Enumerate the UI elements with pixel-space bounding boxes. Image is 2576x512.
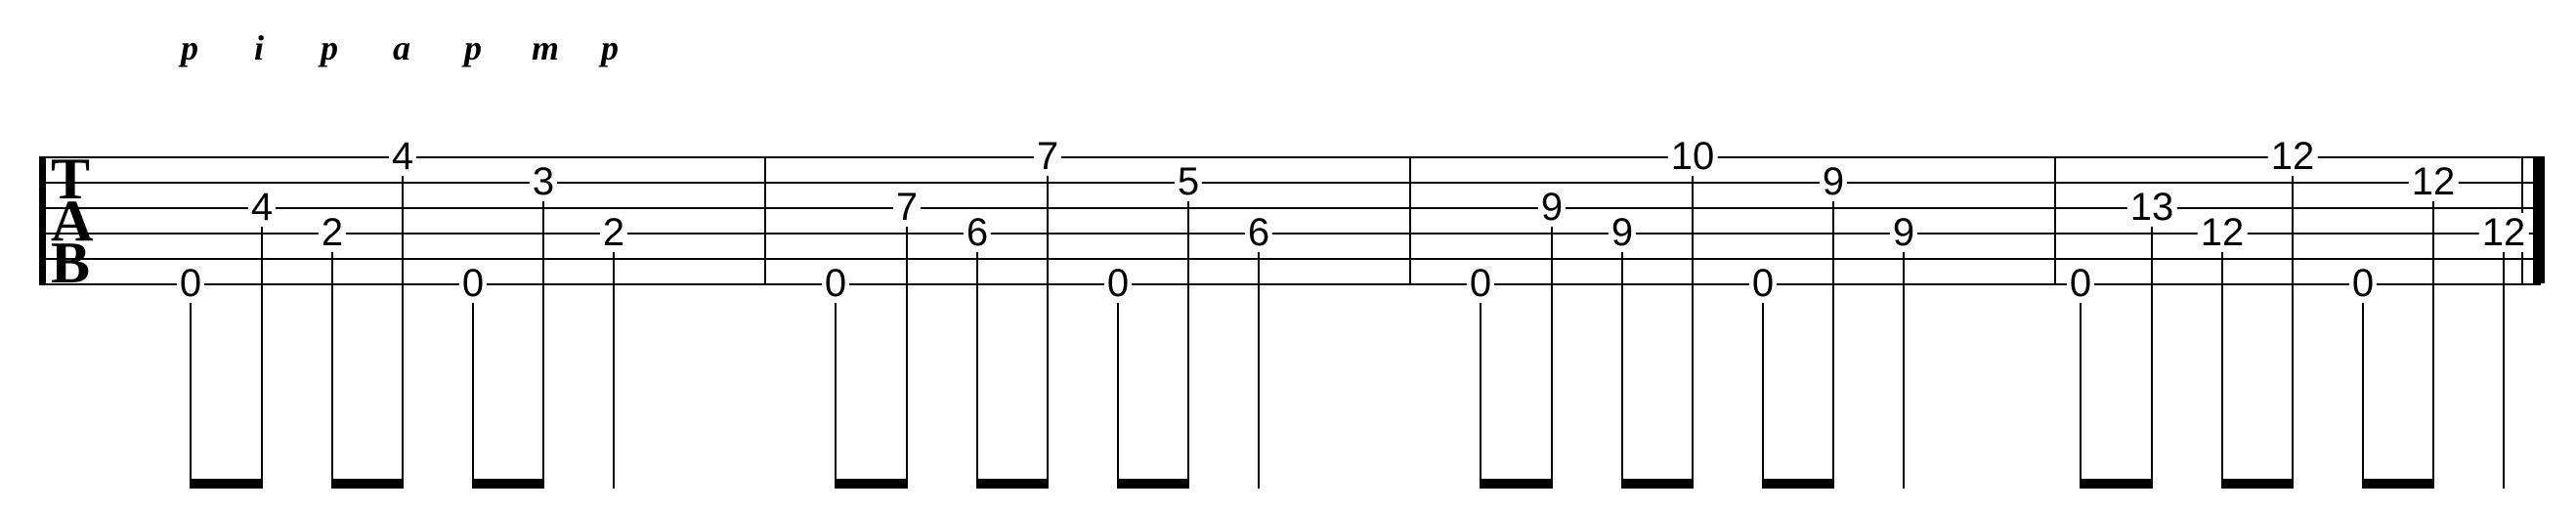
note-stem: [976, 246, 978, 489]
staff-line: [39, 258, 2541, 260]
barline: [2054, 156, 2056, 283]
fret-number: 0: [1104, 264, 1132, 303]
staff-line: [39, 182, 2541, 184]
note-stem: [1621, 246, 1623, 489]
fingering-indicator: m: [532, 27, 559, 68]
barline: [764, 156, 766, 283]
fret-number: 10: [1668, 137, 1718, 176]
note-stem: [1762, 297, 1764, 489]
beam: [2080, 479, 2153, 489]
note-stem: [906, 221, 908, 489]
note-stem: [1551, 221, 1553, 489]
note-stem: [1117, 297, 1119, 489]
note-stem: [2080, 297, 2082, 489]
barline: [2533, 156, 2545, 283]
fret-number: 4: [248, 188, 276, 227]
note-stem: [1047, 170, 1049, 489]
fret-number: 9: [1820, 162, 1847, 201]
note-stem: [1903, 246, 1905, 489]
fret-number: 0: [822, 264, 849, 303]
fret-number: 7: [893, 188, 921, 227]
note-stem: [2221, 246, 2223, 489]
fret-number: 0: [1467, 264, 1494, 303]
fret-number: 2: [600, 213, 627, 252]
barline: [39, 156, 46, 283]
fingering-indicator: p: [464, 27, 482, 68]
beam: [1762, 479, 1834, 489]
barline: [1409, 156, 1411, 283]
note-stem: [331, 246, 333, 489]
note-stem: [472, 297, 474, 489]
fret-number: 6: [1245, 213, 1272, 252]
fret-number: 6: [964, 213, 991, 252]
note-stem: [2362, 297, 2364, 489]
beam: [331, 479, 404, 489]
beam: [1480, 479, 1553, 489]
fret-number: 12: [2409, 162, 2459, 201]
staff-line: [39, 283, 2541, 285]
fret-number: 0: [459, 264, 487, 303]
fret-number: 12: [2479, 213, 2529, 252]
beam: [190, 479, 263, 489]
note-stem: [2432, 195, 2434, 489]
fingering-indicator: a: [393, 27, 410, 68]
note-stem: [2503, 246, 2505, 489]
note-stem: [1258, 246, 1260, 489]
fingering-indicator: i: [254, 27, 264, 68]
note-stem: [613, 246, 615, 489]
fingering-indicator: p: [321, 27, 338, 68]
note-stem: [1692, 170, 1694, 489]
fret-number: 9: [1609, 213, 1636, 252]
fret-number: 12: [2198, 213, 2248, 252]
note-stem: [190, 297, 192, 489]
beam: [2362, 479, 2434, 489]
fret-number: 0: [2067, 264, 2094, 303]
note-stem: [402, 170, 404, 489]
fret-number: 12: [2268, 137, 2318, 176]
fret-number: 3: [530, 162, 557, 201]
beam: [1117, 479, 1189, 489]
fret-number: 4: [389, 137, 416, 176]
note-stem: [261, 221, 263, 489]
fret-number: 5: [1175, 162, 1202, 201]
fingering-indicator: p: [601, 27, 619, 68]
fret-number: 0: [177, 264, 204, 303]
tab-container: p i p a p m p TAB 0 4 2 4 0 3 2 0 7 6 7 0 5 6 0 9 9 10 0 9 9 0 13 12 1…: [39, 0, 2541, 512]
beam: [2221, 479, 2294, 489]
tab-clef-label: TAB: [51, 158, 91, 285]
fret-number: 0: [2349, 264, 2377, 303]
beam: [976, 479, 1049, 489]
fret-number: 7: [1034, 137, 1061, 176]
fret-number: 13: [2127, 188, 2177, 227]
fret-number: 2: [319, 213, 346, 252]
staff-line: [39, 233, 2541, 235]
beam: [1621, 479, 1694, 489]
tab-label-letter: B: [51, 242, 91, 284]
note-stem: [1187, 195, 1189, 489]
beam: [472, 479, 544, 489]
note-stem: [2292, 170, 2294, 489]
note-stem: [835, 297, 837, 489]
note-stem: [2151, 221, 2153, 489]
fingering-indicator: p: [181, 27, 198, 68]
fret-number: 9: [1538, 188, 1566, 227]
note-stem: [1832, 195, 1834, 489]
note-stem: [1480, 297, 1481, 489]
fret-number: 9: [1890, 213, 1917, 252]
fret-number: 0: [1749, 264, 1777, 303]
note-stem: [542, 195, 544, 489]
beam: [835, 479, 908, 489]
